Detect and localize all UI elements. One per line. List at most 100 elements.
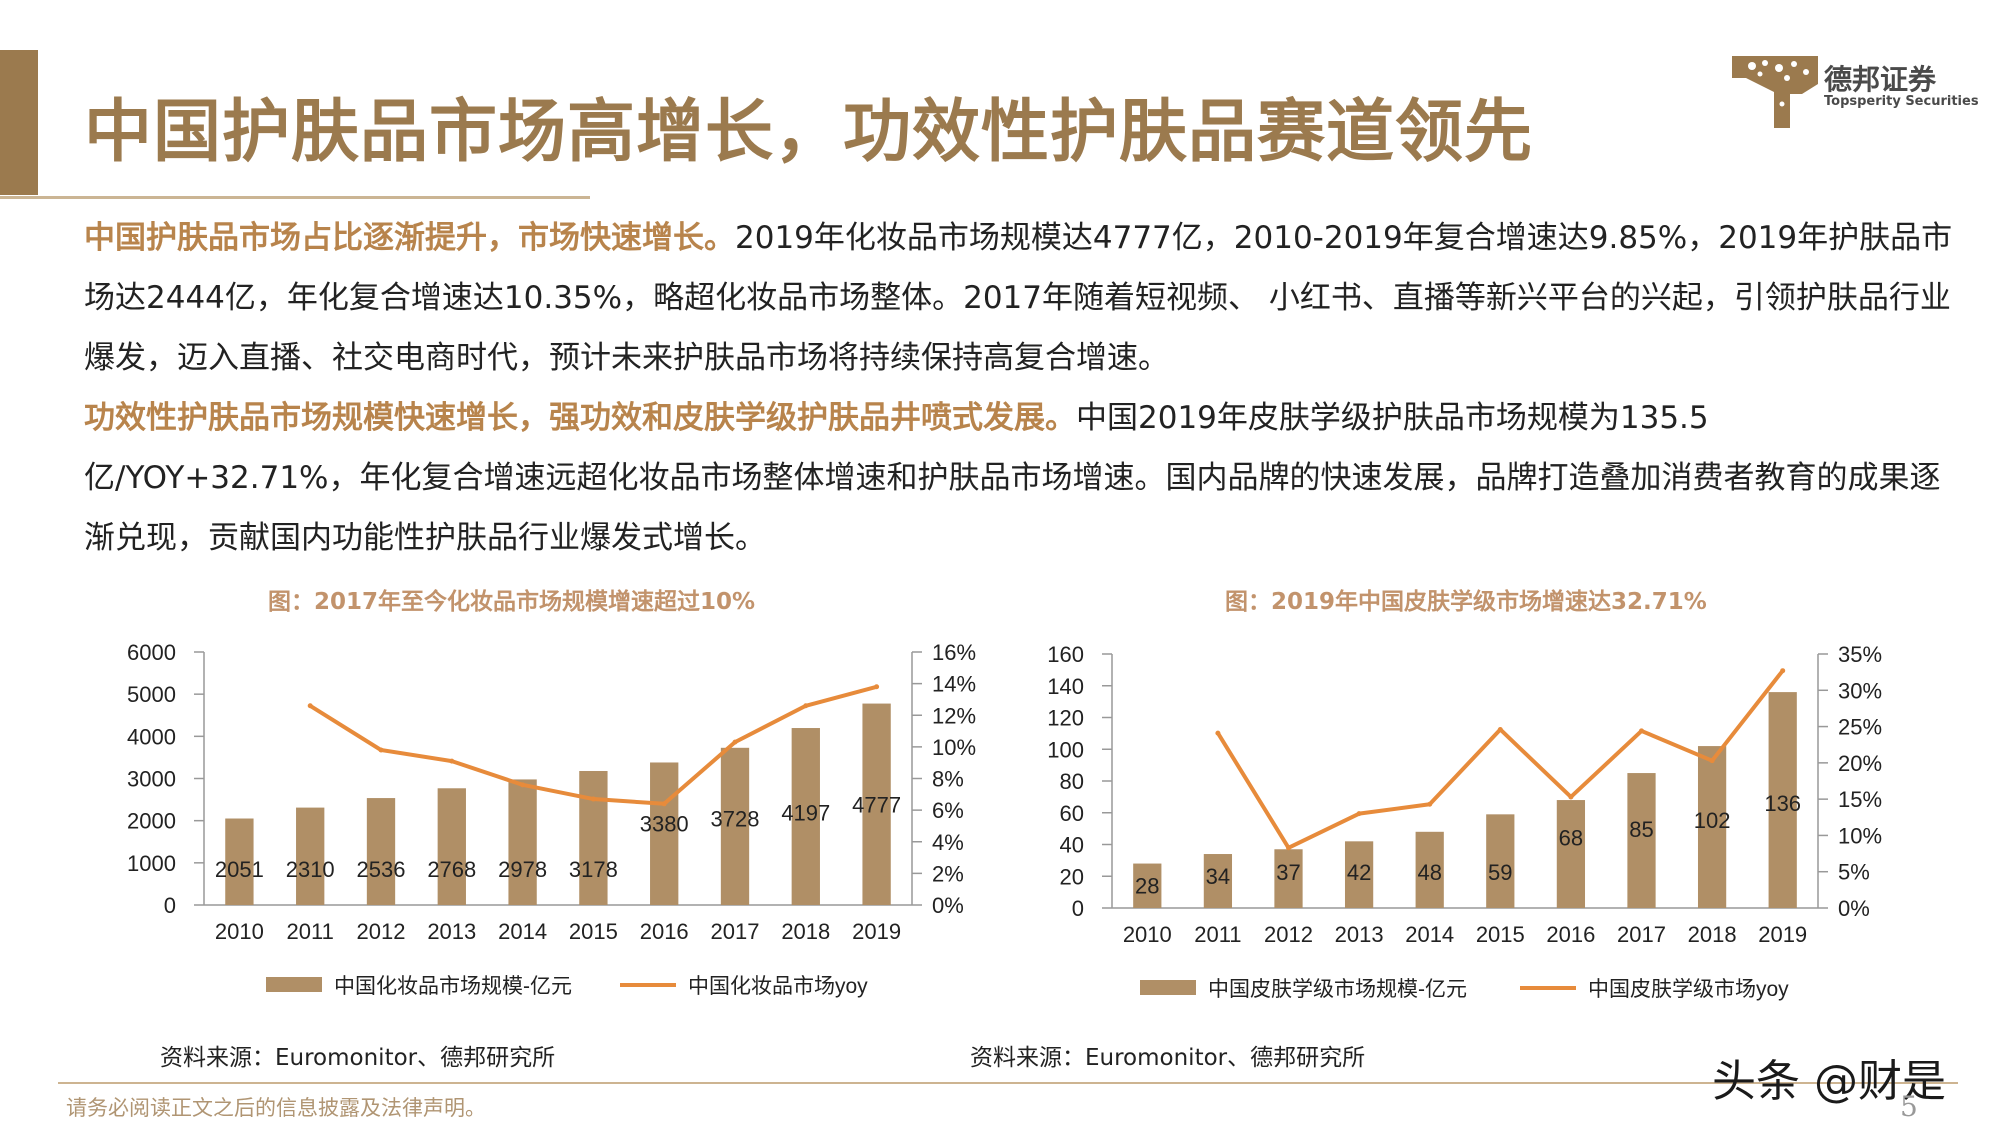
yoy-point — [1497, 726, 1503, 732]
chart-title-dermocosmetics: 图：2019年中国皮肤学级市场增速达32.71% — [1225, 589, 1707, 615]
bar-data-label: 4777 — [852, 793, 901, 818]
paragraph-highlight: 中国护肤品市场占比逐渐提升，市场快速增长。 — [84, 220, 735, 256]
x-tick-label: 2018 — [1688, 922, 1737, 947]
x-tick-label: 2014 — [498, 919, 547, 944]
bar-data-label: 42 — [1347, 860, 1371, 885]
y2-tick-label: 5% — [1838, 860, 1870, 885]
leopard-logo-icon — [1732, 56, 1818, 128]
bar — [296, 807, 325, 905]
y-tick-label: 120 — [1047, 706, 1084, 731]
title-accent-bar — [0, 50, 38, 195]
x-tick-label: 2012 — [357, 919, 406, 944]
y-tick-label: 5000 — [127, 682, 176, 707]
bar — [1133, 863, 1162, 908]
x-tick-label: 2016 — [640, 919, 689, 944]
y-tick-label: 60 — [1060, 801, 1084, 826]
chart-source-note: 资料来源：Euromonitor、德邦研究所 — [970, 1045, 1366, 1071]
y2-tick-label: 25% — [1838, 715, 1882, 740]
yoy-point — [732, 739, 738, 745]
bar — [720, 747, 750, 905]
legend-label-line: 中国化妆品市场yoy — [688, 975, 868, 998]
y2-tick-label: 0% — [1838, 896, 1870, 921]
yoy-point — [307, 703, 313, 709]
bar-data-label: 2768 — [427, 857, 476, 882]
logo-chinese-name: 德邦证券 — [1824, 63, 1937, 96]
y-tick-label: 6000 — [127, 640, 176, 665]
x-tick-label: 2011 — [287, 919, 334, 944]
x-tick-label: 2019 — [1758, 922, 1807, 947]
bar-data-label: 28 — [1135, 874, 1159, 899]
footer-divider — [58, 1082, 1958, 1084]
cosmetics-market-chart: 0 1000 2000 3000 4000 5000 6000 0% 2% 4% 6% 8% 10% 12… — [127, 640, 976, 998]
y2-tick-label: 30% — [1838, 678, 1882, 703]
y-tick-label: 40 — [1060, 833, 1084, 858]
legend-label-bar: 中国皮肤学级市场规模-亿元 — [1208, 978, 1467, 1001]
y2-tick-label: 8% — [932, 767, 964, 792]
y2-tick-label: 20% — [1838, 751, 1882, 776]
y2-tick-label: 12% — [932, 703, 976, 728]
legend-swatch-bar — [1140, 980, 1196, 995]
watermark: 头条 @财是 — [1712, 1056, 1946, 1107]
y-tick-label: 20 — [1060, 864, 1084, 889]
yoy-point — [449, 758, 455, 764]
y2-tick-label: 10% — [1838, 823, 1882, 848]
y2-tick-label: 16% — [932, 640, 976, 665]
y2-tick-label: 0% — [932, 893, 964, 918]
x-tick-label: 2018 — [781, 919, 830, 944]
bar-data-label: 2310 — [286, 857, 335, 882]
paragraph-body: 2019年化妆品市场规模达4777亿，2010-2019年复合增速达9.85%，… — [84, 220, 1953, 376]
yoy-point — [661, 801, 667, 807]
bar-data-label: 68 — [1559, 825, 1583, 850]
legend-label-line: 中国皮肤学级市场yoy — [1588, 978, 1789, 1001]
y2-tick-label: 35% — [1838, 642, 1882, 667]
x-tick-label: 2017 — [1617, 922, 1666, 947]
y-tick-label: 0 — [1072, 896, 1084, 921]
y2-tick-label: 6% — [932, 798, 964, 823]
bar — [508, 779, 537, 905]
title-underline — [0, 196, 590, 199]
bar-data-label: 34 — [1206, 864, 1230, 889]
yoy-point — [1709, 758, 1715, 764]
y2-tick-label: 15% — [1838, 787, 1882, 812]
yoy-point — [1780, 668, 1786, 674]
yoy-point — [1427, 801, 1433, 807]
y-tick-label: 0 — [164, 893, 176, 918]
chart-source-note: 资料来源：Euromonitor、德邦研究所 — [160, 1045, 556, 1071]
x-tick-label: 2017 — [711, 919, 760, 944]
bar-data-label: 3728 — [711, 807, 760, 832]
bar-data-label: 2978 — [498, 857, 547, 882]
x-tick-label: 2013 — [1335, 922, 1384, 947]
bar-data-label: 3380 — [640, 811, 689, 836]
x-tick-label: 2010 — [1123, 922, 1172, 947]
x-tick-label: 2014 — [1405, 922, 1454, 947]
yoy-point — [378, 747, 384, 753]
bar — [1556, 800, 1586, 908]
x-tick-label: 2015 — [569, 919, 618, 944]
bar-data-label: 2051 — [215, 857, 264, 882]
y2-tick-label: 14% — [932, 672, 976, 697]
legend-label-bar: 中国化妆品市场规模-亿元 — [334, 975, 572, 998]
yoy-point — [1639, 728, 1644, 734]
bar-data-label: 48 — [1417, 860, 1441, 885]
y-tick-label: 100 — [1047, 737, 1084, 762]
bar-data-label: 37 — [1276, 860, 1300, 885]
yoy-point — [803, 703, 809, 709]
y-tick-label: 4000 — [127, 724, 176, 749]
yoy-point — [590, 796, 596, 802]
bar — [1344, 841, 1374, 908]
bar-data-label: 136 — [1764, 791, 1801, 816]
bar — [366, 798, 396, 905]
company-logo: 德邦证券 Topsperity Securities — [1732, 54, 1979, 130]
bar — [1768, 692, 1797, 908]
legend-swatch-bar — [266, 977, 322, 992]
bar — [1274, 849, 1303, 908]
bar — [650, 762, 679, 905]
bar — [225, 818, 254, 905]
bar — [1415, 831, 1444, 908]
yoy-point — [520, 782, 526, 788]
bar — [791, 728, 820, 905]
yoy-point — [1286, 845, 1291, 851]
bar-data-label: 59 — [1488, 860, 1512, 885]
x-tick-label: 2010 — [215, 919, 264, 944]
x-tick-label: 2013 — [427, 919, 476, 944]
